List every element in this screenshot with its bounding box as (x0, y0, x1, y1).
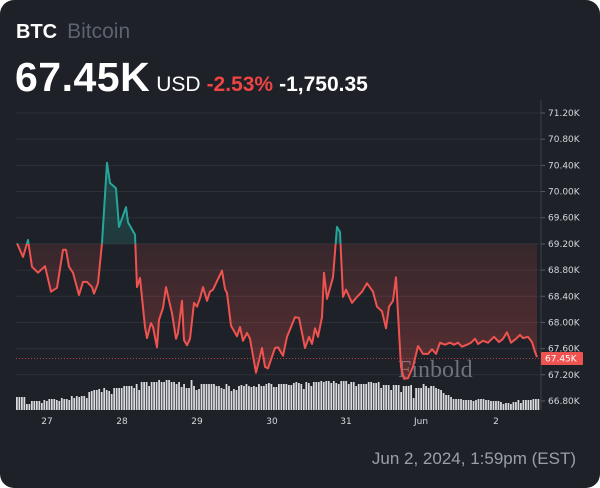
y-axis-labels: 71.20K 70.80K 70.40K 70.00K 69.60K 69.20K 68.8… (541, 109, 581, 407)
last-price-badge: 67.45K (541, 351, 583, 365)
x-tick-label: 28 (116, 417, 128, 427)
svg-text:67.45K: 67.45K (545, 354, 578, 364)
currency-label: USD (156, 73, 201, 96)
x-tick-label: Jun (413, 417, 428, 427)
y-tick-label: 68.80K (548, 266, 581, 276)
change-percent: -2.53% (206, 73, 274, 96)
timestamp: Jun 2, 2024, 1:59pm (EST) (371, 449, 576, 468)
y-tick-label: 68.00K (548, 318, 581, 328)
x-tick-label: 30 (266, 417, 278, 427)
x-tick-label: 29 (191, 417, 203, 427)
y-tick-label: 67.60K (548, 345, 581, 355)
y-tick-label: 69.20K (548, 240, 581, 250)
y-tick-label: 67.20K (548, 371, 581, 381)
y-tick-label: 71.20K (548, 109, 581, 119)
current-price: 67.45K (15, 54, 151, 100)
x-axis-labels: 27 28 29 30 31 Jun 2 (41, 417, 499, 427)
x-tick-label: 27 (41, 417, 52, 427)
y-tick-label: 70.80K (548, 135, 581, 145)
ticker-symbol: BTC (16, 21, 58, 43)
y-tick-label: 68.40K (548, 292, 581, 302)
change-absolute: -1,750.35 (279, 73, 368, 96)
x-tick-label: 31 (340, 417, 351, 427)
volume-bars (16, 380, 540, 410)
ticker-header: BTC Bitcoin (16, 20, 130, 44)
y-tick-label: 70.40K (548, 161, 581, 171)
price-line-down (16, 243, 538, 380)
asset-name: Bitcoin (67, 20, 131, 43)
y-tick-label: 69.60K (548, 214, 581, 224)
y-tick-label: 66.80K (548, 397, 581, 407)
y-tick-label: 70.00K (548, 188, 581, 198)
price-line-up (16, 161, 342, 244)
price-header: 67.45K USD -2.53% -1,750.35 (15, 54, 368, 101)
x-tick-label: 2 (493, 417, 499, 427)
